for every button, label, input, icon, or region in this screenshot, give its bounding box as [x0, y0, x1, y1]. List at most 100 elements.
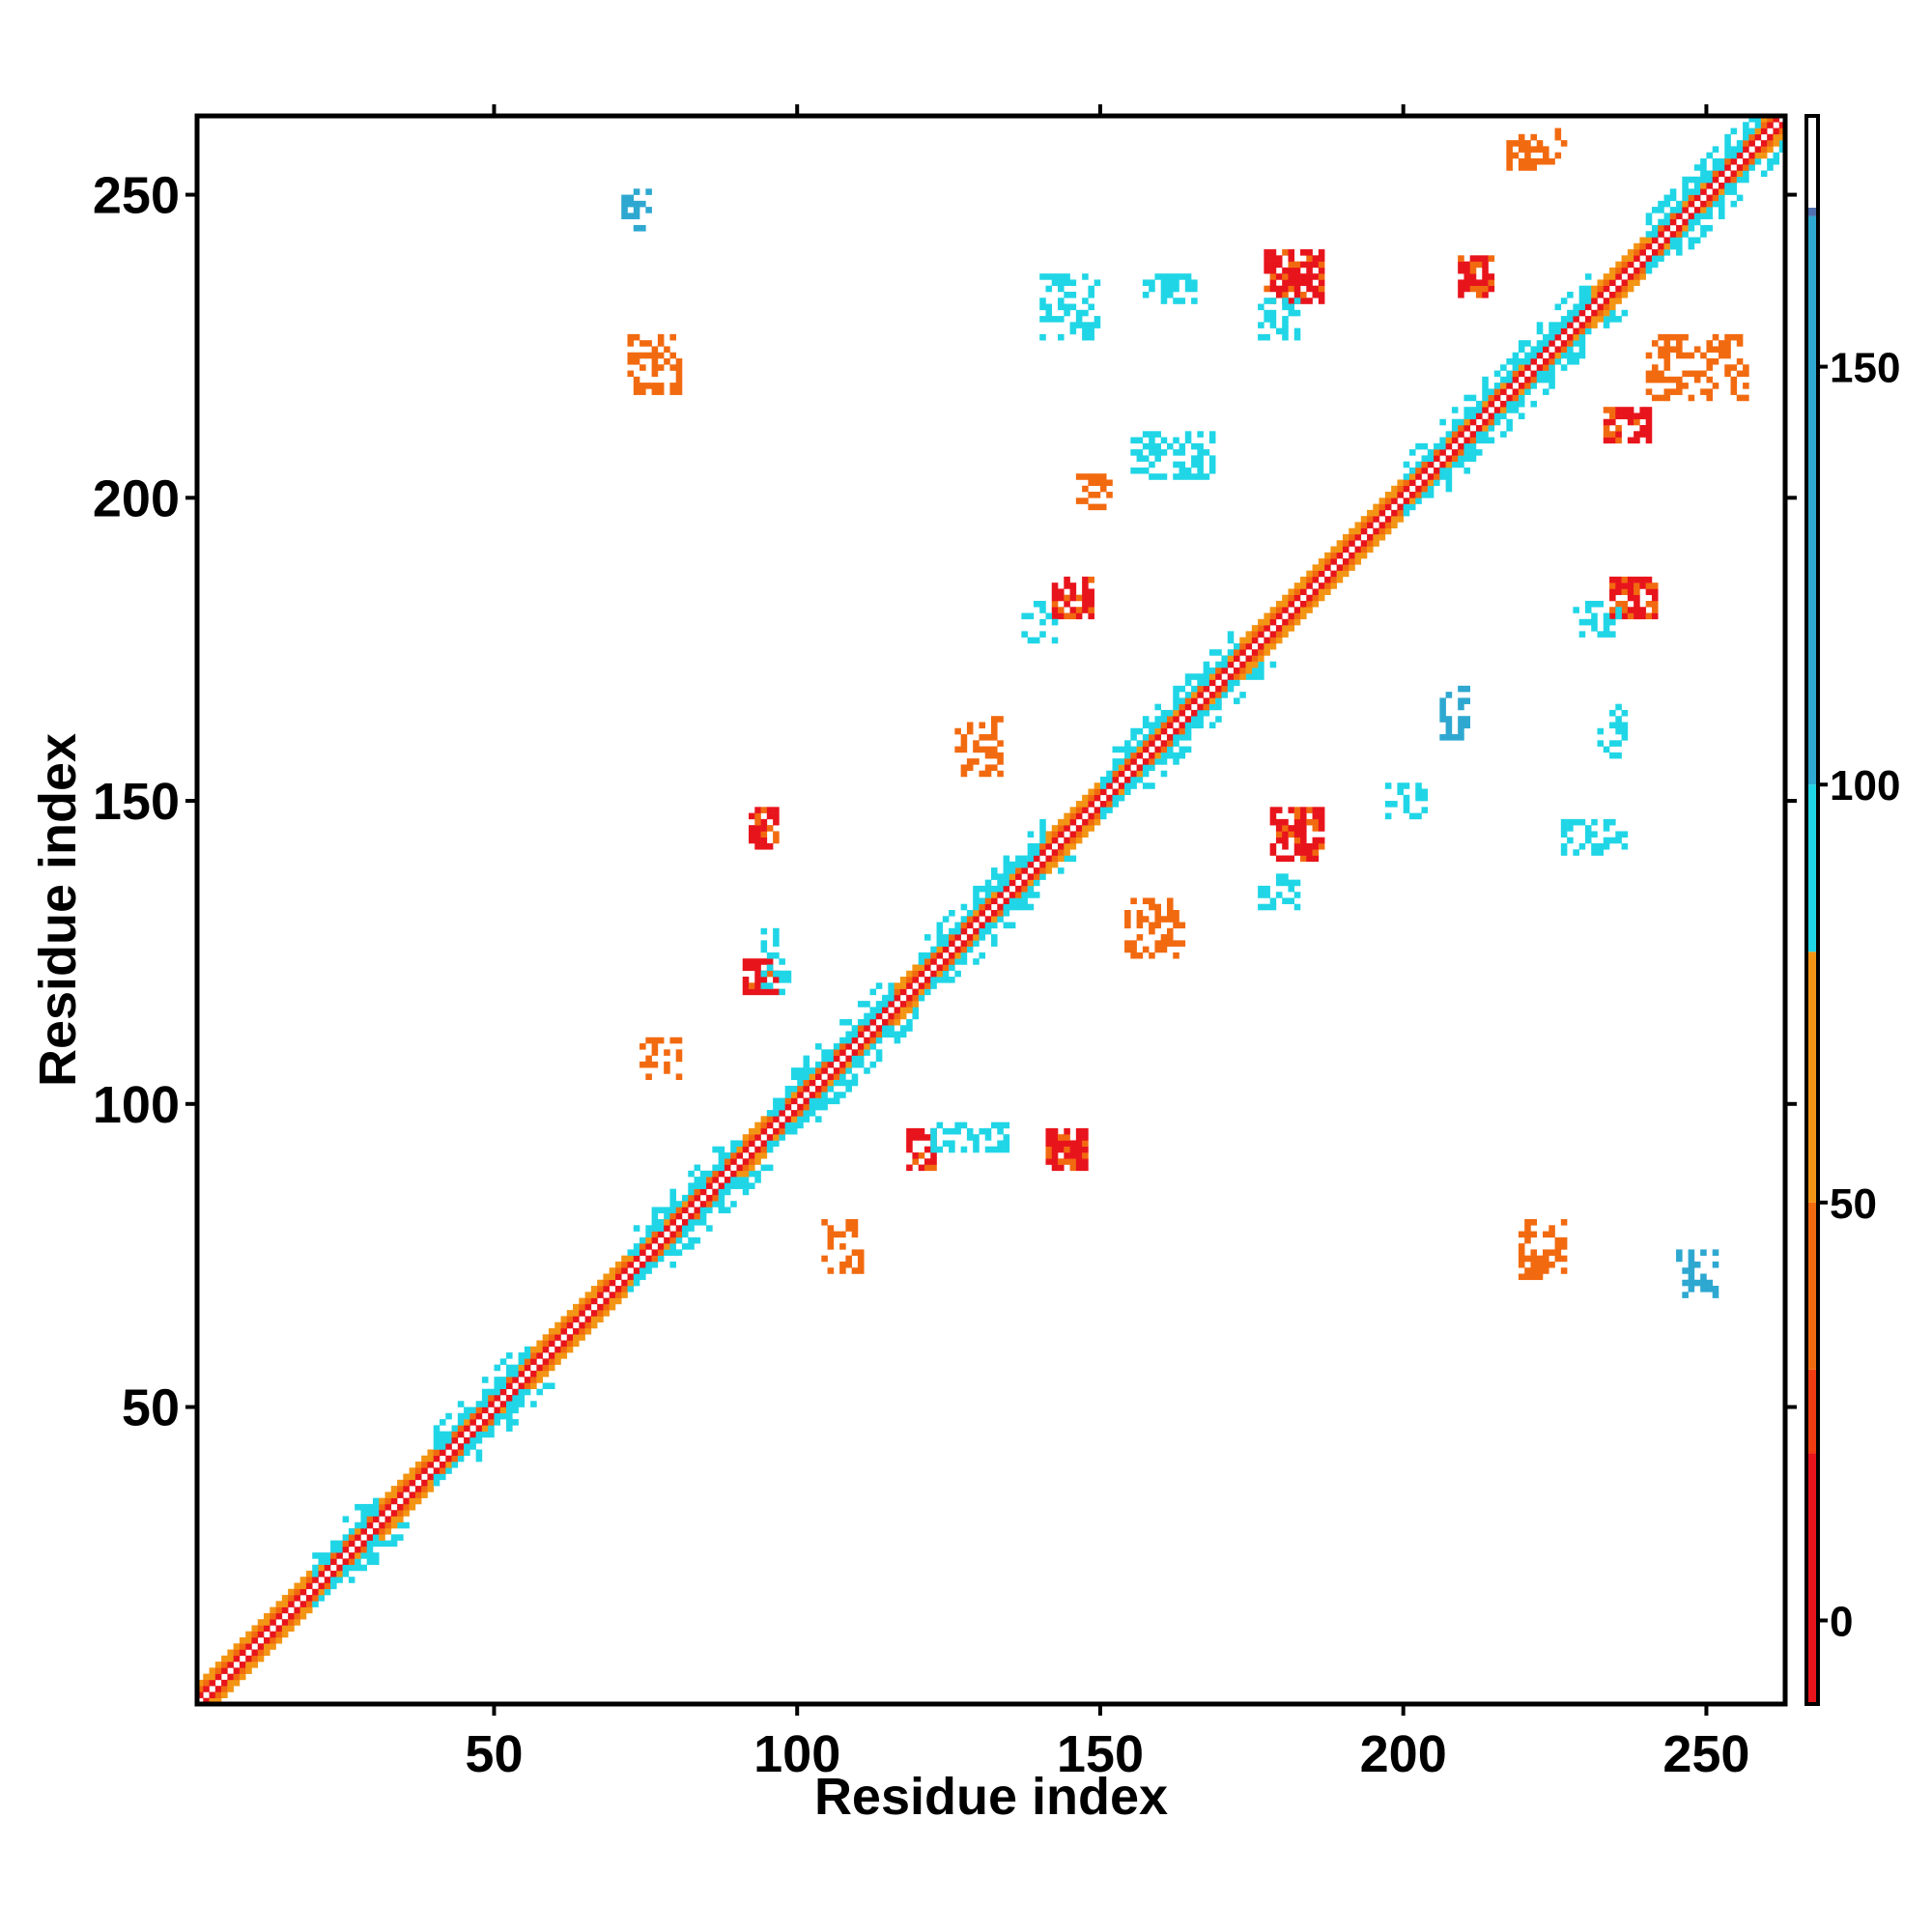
diagonal-cell — [1112, 770, 1120, 778]
diagonal-cell — [1427, 461, 1435, 469]
contact-cell — [1288, 285, 1295, 293]
contact-cell — [754, 982, 761, 989]
diagonal-cell — [1112, 758, 1120, 765]
diagonal-cell — [1663, 218, 1671, 226]
diagonal-cell — [1458, 455, 1464, 462]
diagonal-cell — [1543, 388, 1549, 395]
diagonal-cell — [954, 958, 961, 965]
contact-cell — [1075, 309, 1083, 317]
contact-cell — [1482, 267, 1489, 274]
contact-cell — [1094, 473, 1101, 480]
contact-cell — [773, 934, 780, 941]
diagonal-cell — [1009, 867, 1016, 874]
contact-cell — [1094, 492, 1101, 498]
diagonal-cell — [1288, 588, 1295, 596]
contact-cell — [954, 746, 961, 753]
diagonal-cell — [1524, 352, 1531, 359]
contact-cell — [1064, 1151, 1070, 1159]
diagonal-cell — [1427, 492, 1435, 498]
diagonal-cell — [1384, 527, 1392, 535]
diagonal-cell — [457, 1425, 465, 1432]
diagonal-cell — [542, 1340, 550, 1348]
contact-cell — [1536, 146, 1544, 153]
contact-cell — [766, 807, 774, 813]
diagonal-cell — [1773, 128, 1780, 135]
diagonal-cell — [590, 1292, 598, 1298]
contact-cell — [942, 1140, 950, 1148]
diagonal-cell — [1342, 558, 1350, 565]
contact-cell — [1136, 922, 1144, 929]
diagonal-cell — [1184, 722, 1192, 729]
diagonal-cell — [845, 1061, 852, 1068]
diagonal-cell — [839, 1079, 846, 1087]
contact-cell — [1173, 279, 1179, 286]
contact-cell — [1058, 1146, 1065, 1153]
diagonal-cell — [821, 1055, 828, 1063]
contact-cell — [760, 842, 768, 850]
diagonal-cell — [548, 1382, 555, 1390]
x-tick-label: 50 — [465, 1725, 523, 1783]
contact-cell — [1724, 352, 1731, 359]
contact-cell — [1658, 394, 1664, 402]
diagonal-cell — [1682, 218, 1689, 226]
contact-cell — [1658, 352, 1664, 359]
contact-cell — [1518, 1243, 1525, 1250]
diagonal-cell — [1075, 837, 1083, 844]
diagonal-cell — [899, 1001, 907, 1008]
diagonal-cell — [633, 1273, 640, 1281]
diagonal-cell — [973, 903, 980, 911]
diagonal-cell — [621, 1267, 628, 1274]
diagonal-cell — [991, 873, 998, 880]
contact-cell — [1288, 897, 1295, 905]
diagonal-cell — [603, 1303, 610, 1311]
diagonal-cell — [1003, 873, 1010, 880]
diagonal-cell — [875, 1025, 883, 1032]
diagonal-cell — [827, 1061, 835, 1068]
diagonal-cell — [1197, 673, 1204, 680]
contact-cell — [1603, 437, 1610, 444]
diagonal-cell — [827, 1085, 835, 1093]
diagonal-cell — [1548, 322, 1555, 328]
diagonal-cell — [973, 927, 980, 935]
diagonal-cell — [1349, 540, 1355, 547]
contact-cell — [675, 1049, 683, 1056]
diagonal-cell — [827, 1055, 835, 1063]
contact-cell — [851, 1267, 859, 1274]
diagonal-cell — [1367, 522, 1374, 528]
diagonal-cell — [209, 1667, 216, 1674]
diagonal-cell — [1518, 357, 1525, 365]
contact-cell — [749, 812, 755, 820]
contact-cell — [1191, 455, 1198, 462]
contact-cell — [749, 831, 755, 838]
diagonal-cell — [966, 946, 974, 953]
contact-cell — [1627, 594, 1634, 602]
diagonal-cell — [773, 1116, 780, 1122]
diagonal-cell — [494, 1377, 501, 1383]
diagonal-cell — [1639, 249, 1646, 256]
contact-cell — [760, 982, 768, 989]
diagonal-cell — [579, 1297, 585, 1305]
contact-cell — [1603, 837, 1610, 844]
diagonal-cell — [949, 934, 955, 941]
diagonal-cell — [1149, 758, 1155, 765]
diagonal-cell — [790, 1097, 798, 1105]
contact-cell — [1051, 1127, 1059, 1135]
diagonal-cell — [1179, 746, 1186, 753]
contact-cell — [1288, 831, 1295, 838]
contact-cell — [1706, 346, 1713, 354]
diagonal-cell — [1149, 752, 1155, 759]
contact-cell — [912, 1158, 919, 1165]
diagonal-cell — [1082, 794, 1089, 802]
contact-cell — [984, 752, 992, 759]
contact-cell — [1463, 279, 1471, 286]
contact-cell — [1458, 685, 1464, 693]
contact-cell — [675, 1073, 683, 1080]
contact-cell — [1609, 607, 1616, 613]
diagonal-cell — [651, 1255, 659, 1263]
diagonal-cell — [688, 1188, 695, 1196]
diagonal-cell — [1306, 570, 1313, 578]
contact-cell — [1184, 285, 1192, 293]
diagonal-cell — [1027, 855, 1035, 863]
diagonal-cell — [1700, 164, 1707, 171]
contact-cell — [766, 958, 774, 965]
